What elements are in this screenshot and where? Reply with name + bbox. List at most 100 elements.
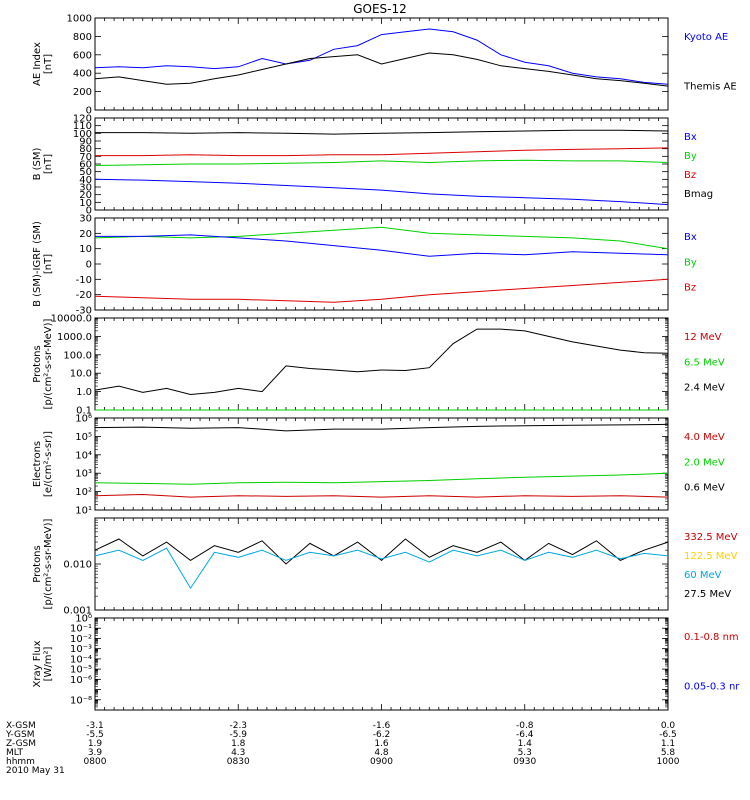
series-line-bx xyxy=(94,178,669,206)
y-tick-label: 200 xyxy=(73,87,92,98)
y-tick-label: 30 xyxy=(79,214,92,225)
x-axis-value: -6.2 xyxy=(373,730,391,740)
y-tick-label: 10⁻⁶ xyxy=(70,675,92,686)
y-tick-label: 10⁻¹ xyxy=(70,624,92,635)
series-line-themis-ae xyxy=(94,52,669,87)
legend-entry: By xyxy=(684,257,697,268)
legend-entry: Themis AE xyxy=(683,81,737,92)
y-tick-label: 10⁰ xyxy=(75,614,92,625)
y-tick-label: 100.0 xyxy=(63,350,92,361)
legend-entry: 0.6 MeV xyxy=(684,483,725,494)
legend-entry: 2.4 MeV xyxy=(684,383,725,394)
series-line-27.5-mev xyxy=(94,538,669,565)
x-axis-row-label: hhmm xyxy=(6,757,35,767)
y-tick-label: 40 xyxy=(79,175,92,186)
x-axis-value: -6.5 xyxy=(659,730,677,740)
legend-entry: Bmag xyxy=(684,189,713,200)
y-tick-label: 0 xyxy=(86,206,92,217)
x-axis-value: -2.3 xyxy=(229,721,247,731)
y-tick-label: -20 xyxy=(76,290,92,301)
series-line-60-mev xyxy=(94,547,669,590)
y-axis-label: Xray Flux[W/m²] xyxy=(32,640,54,687)
y-tick-label: 10⁻⁴ xyxy=(70,654,92,665)
y-tick-label: 0 xyxy=(86,260,92,271)
legend-entry: 12 MeV xyxy=(684,332,722,343)
x-axis-row-label: MLT xyxy=(6,748,24,758)
x-axis-row-label: Z-GSM xyxy=(6,739,36,749)
series-line-bz xyxy=(94,278,669,303)
x-axis-value: 4.8 xyxy=(374,748,389,758)
y-axis-label: B (SM)[nT] xyxy=(32,147,54,180)
y-tick-label: 0.010 xyxy=(63,560,92,571)
legend-entry: 4.0 MeV xyxy=(684,432,725,443)
x-axis-value: -1.6 xyxy=(373,721,391,731)
y-tick-label: 50 xyxy=(79,167,92,178)
x-axis-value: 0.0 xyxy=(661,721,676,731)
legend-entry: 2.0 MeV xyxy=(684,457,725,468)
y-tick-label: 100 xyxy=(73,129,92,140)
legend-entry: Bz xyxy=(684,170,696,181)
y-tick-label: 1000 xyxy=(67,14,92,25)
x-axis-value: 4.3 xyxy=(231,748,245,758)
y-tick-label: 10³ xyxy=(75,469,92,480)
x-axis-row-label: X-GSM xyxy=(6,721,36,731)
x-axis-value: 0900 xyxy=(370,757,393,767)
series-line-4.0-mev xyxy=(94,493,669,498)
y-axis-label: B (SM)-IGRF (SM)[nT] xyxy=(32,221,54,307)
y-tick-label: 20 xyxy=(79,190,92,201)
y-axis-label: Electrons[e/(cm²-s-sr)] xyxy=(32,431,54,497)
y-tick-label: 1.0 xyxy=(76,387,92,398)
y-tick-label: 30 xyxy=(79,183,92,194)
y-tick-label: 800 xyxy=(73,32,92,43)
series-line-0.6-mev xyxy=(94,423,669,432)
y-tick-label: 120 xyxy=(73,114,92,125)
x-axis-value: -5.5 xyxy=(86,730,104,740)
legend-entry: 60 MeV xyxy=(684,570,722,581)
x-axis-value: 0830 xyxy=(227,757,250,767)
y-tick-label: 0 xyxy=(86,106,92,117)
y-tick-label: 90 xyxy=(79,137,92,148)
y-tick-label: 10 xyxy=(79,244,92,255)
series-line-2.0-mev xyxy=(94,472,669,485)
y-tick-label: 10⁻² xyxy=(70,634,92,645)
panel-frame xyxy=(94,217,669,311)
y-tick-label: 1000.0 xyxy=(57,332,92,343)
legend-entry: 0.1-0.8 nm xyxy=(684,632,739,643)
y-tick-label: 10000.0 xyxy=(51,314,92,325)
x-axis-value: 0930 xyxy=(513,757,536,767)
y-tick-label: 110 xyxy=(73,121,92,132)
plot-title: GOES-12 xyxy=(353,2,407,16)
y-axis-label: Protons[p/(cm²-s-sr-MeV)] xyxy=(32,318,54,409)
y-tick-label: 20 xyxy=(79,229,92,240)
y-tick-label: 80 xyxy=(79,144,92,155)
y-tick-label: 60 xyxy=(79,160,92,171)
y-tick-label: 10.0 xyxy=(70,369,92,380)
y-tick-label: 600 xyxy=(73,50,92,61)
series-line-bx xyxy=(95,234,669,257)
series-line-by xyxy=(94,226,669,250)
y-tick-label: 400 xyxy=(73,69,92,80)
panel-hprotons: 0.001 0.010 Protons[p/(cm²-s-sr-MeV)] 332.5… xyxy=(32,517,738,617)
x-axis-value: 1.1 xyxy=(661,739,675,749)
panel-bdiff: -30 -20 -10 0 10 20 30 B (SM)-IGRF (SM)[nT] Bx By… xyxy=(32,214,697,317)
x-axis-value: -0.8 xyxy=(516,721,534,731)
y-tick-label: 10⁻³ xyxy=(70,644,92,655)
x-axis-value: 5.8 xyxy=(661,748,676,758)
y-tick-label: 10⁻⁵ xyxy=(70,665,92,676)
y-tick-label: -10 xyxy=(76,275,92,286)
x-axis-table: X-GSM -3.1 -2.3 -1.6 -0.8 0.0 Y-GSM -5.5 -5.9 -6.… xyxy=(5,721,680,776)
x-axis-value: 1.6 xyxy=(374,739,389,749)
x-axis-value: -3.1 xyxy=(86,721,104,731)
panel-electrons: 10¹ 10² 10³ 10⁴ 10⁵ 10⁶ Electrons[e/(cm²-s-sr)… xyxy=(32,414,725,517)
panel-ae: 0 200 400 600 800 1000 AE Index[nT] Kyoto AE The… xyxy=(32,14,737,117)
legend-entry: 0.05-0.3 nr xyxy=(684,681,740,692)
x-axis-value: 5.3 xyxy=(518,748,532,758)
legend-entry: Bx xyxy=(684,232,697,243)
x-axis-value: 0800 xyxy=(84,757,107,767)
x-axis-value: -5.9 xyxy=(229,730,247,740)
legend-entry: 27.5 MeV xyxy=(684,589,731,600)
